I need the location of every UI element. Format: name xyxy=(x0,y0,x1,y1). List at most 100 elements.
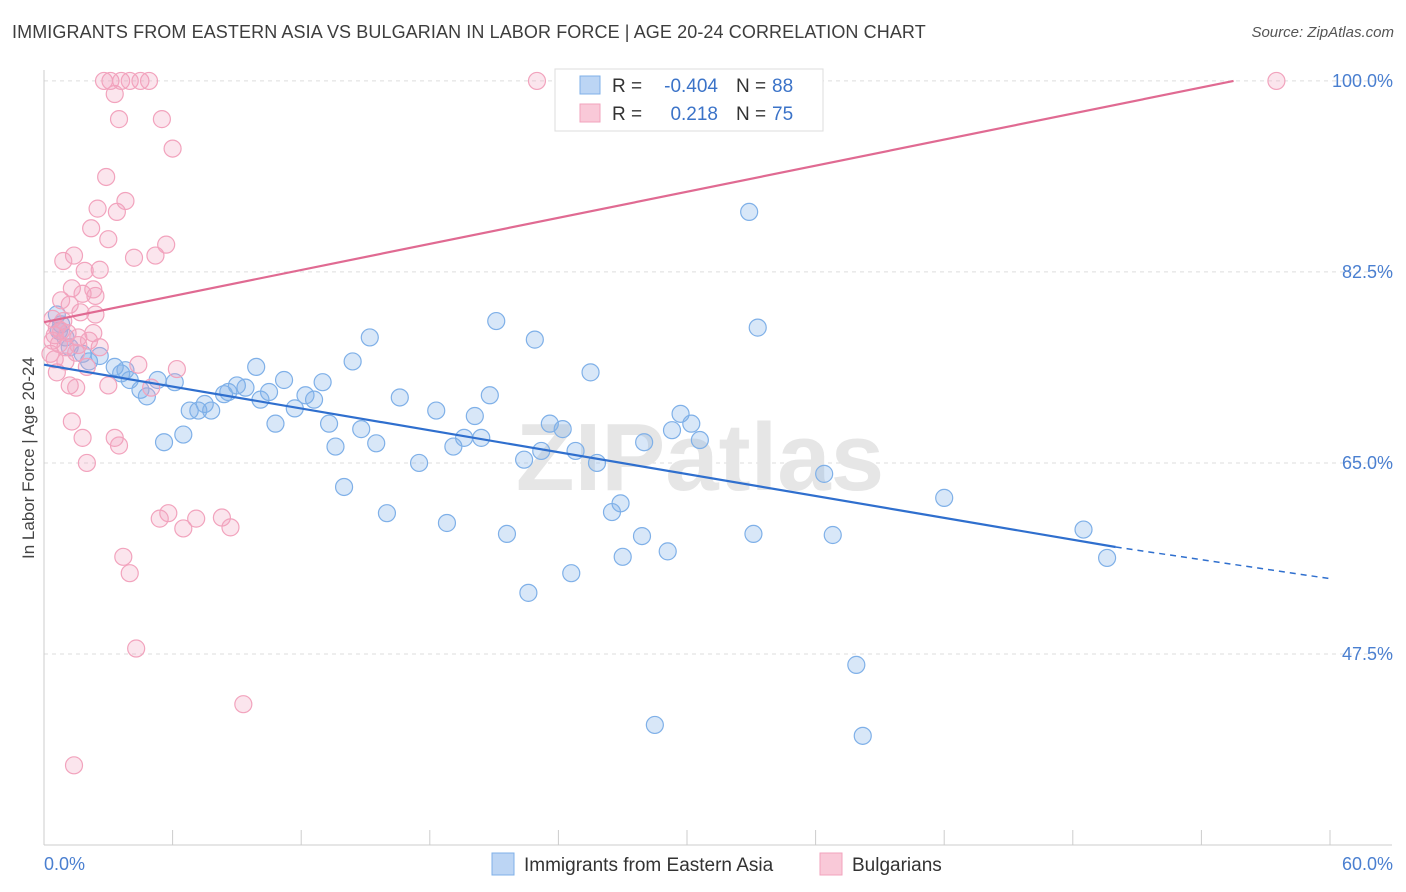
point-blue-29 xyxy=(266,414,285,433)
point-pink-19 xyxy=(86,286,105,306)
y-tick-label-2: 65.0% xyxy=(1342,453,1393,473)
point-pink-63 xyxy=(64,756,84,775)
point-pink-73 xyxy=(84,280,103,299)
point-blue-17 xyxy=(174,425,193,444)
point-blue-37 xyxy=(334,477,354,497)
legend-r-value-1: -0.404 xyxy=(664,76,718,97)
point-pink-48 xyxy=(90,338,109,357)
point-blue-43 xyxy=(390,388,409,407)
point-pink-67 xyxy=(79,331,99,350)
trend-line-blue-extension xyxy=(1115,546,1331,580)
point-pink-70 xyxy=(129,355,148,374)
point-blue-85 xyxy=(645,715,664,735)
point-blue-21 xyxy=(202,401,221,420)
grid-lines xyxy=(44,80,1392,655)
point-pink-41 xyxy=(56,352,75,371)
point-pink-34 xyxy=(157,235,176,254)
bottom-legend-swatch-blue xyxy=(491,852,515,876)
point-pink-74 xyxy=(107,202,126,222)
point-pink-31 xyxy=(139,71,159,91)
point-blue-15 xyxy=(154,433,174,452)
point-pink-65 xyxy=(1267,71,1286,91)
point-blue-79 xyxy=(847,655,866,674)
point-pink-7 xyxy=(58,323,77,343)
point-pink-25 xyxy=(109,110,129,129)
point-blue-49 xyxy=(465,406,484,426)
point-blue-52 xyxy=(487,311,506,331)
y-tick-labels: 100.0% 82.5% 65.0% 47.5% xyxy=(1332,71,1393,664)
point-pink-68 xyxy=(54,251,73,271)
point-blue-74 xyxy=(740,202,759,222)
point-blue-28 xyxy=(259,382,279,402)
point-pink-69 xyxy=(97,167,116,187)
trend-line-blue xyxy=(43,363,1116,549)
y-tick-label-0: 100.0% xyxy=(1332,71,1393,91)
point-blue-32 xyxy=(296,386,315,405)
point-pink-64 xyxy=(527,71,547,91)
point-pink-45 xyxy=(73,428,92,447)
chart-title: IMMIGRANTS FROM EASTERN ASIA VS BULGARIA… xyxy=(12,22,926,42)
point-blue-20 xyxy=(195,394,214,414)
point-pink-36 xyxy=(167,359,186,379)
point-pink-29 xyxy=(124,248,144,267)
point-blue-26 xyxy=(247,357,266,377)
point-blue-77 xyxy=(815,464,834,483)
point-pink-44 xyxy=(67,378,86,397)
point-blue-45 xyxy=(427,401,446,420)
point-blue-67 xyxy=(635,433,654,452)
point-pink-12 xyxy=(69,328,88,347)
point-pink-43 xyxy=(62,412,81,431)
point-pink-61 xyxy=(221,518,240,537)
point-blue-55 xyxy=(519,583,538,602)
point-pink-54 xyxy=(127,639,146,658)
point-blue-30 xyxy=(274,370,294,390)
point-blue-62 xyxy=(581,363,600,382)
bottom-legend-swatch-pink xyxy=(819,852,843,876)
point-blue-86 xyxy=(602,502,622,522)
point-blue-81 xyxy=(935,488,954,507)
point-pink-28 xyxy=(120,71,139,91)
point-pink-58 xyxy=(174,519,193,538)
point-pink-66 xyxy=(99,230,118,249)
point-pink-13 xyxy=(71,303,90,322)
point-pink-47 xyxy=(86,305,105,324)
point-pink-49 xyxy=(99,376,118,395)
bottom-legend-label-pink: Bulgarians xyxy=(852,855,942,876)
trend-lines xyxy=(43,79,1331,580)
point-blue-19 xyxy=(189,401,208,420)
point-blue-38 xyxy=(343,352,362,371)
point-blue-75 xyxy=(744,524,763,544)
trend-line-pink xyxy=(43,79,1234,324)
point-pink-71 xyxy=(69,335,88,355)
point-blue-59 xyxy=(553,420,572,439)
point-pink-53 xyxy=(120,564,139,583)
legend-r-label-1: R = xyxy=(612,76,642,97)
point-blue-78 xyxy=(823,525,842,545)
point-pink-10 xyxy=(64,246,84,265)
legend-r-value-2: 0.218 xyxy=(670,104,718,125)
point-blue-56 xyxy=(525,330,544,349)
point-blue-80 xyxy=(853,726,872,745)
point-blue-33 xyxy=(304,390,324,409)
point-pink-46 xyxy=(77,453,96,473)
point-blue-36 xyxy=(326,437,345,456)
point-blue-44 xyxy=(409,453,429,473)
point-blue-60 xyxy=(562,564,581,583)
x-tick-label-0: 0.0% xyxy=(44,854,85,874)
y-axis-label: In Labor Force | Age 20-24 xyxy=(19,357,38,559)
legend-n-value-1: 88 xyxy=(772,76,793,97)
point-blue-39 xyxy=(352,420,371,439)
point-pink-51 xyxy=(109,436,129,455)
point-blue-54 xyxy=(515,450,534,469)
point-blue-46 xyxy=(437,513,457,533)
bottom-legend-label-blue: Immigrants from Eastern Asia xyxy=(524,855,774,876)
point-blue-13 xyxy=(137,387,156,406)
bottom-legend: Immigrants from Eastern Asia Bulgarians xyxy=(491,852,942,876)
point-blue-76 xyxy=(748,318,767,337)
axes xyxy=(43,70,1392,846)
point-pink-40 xyxy=(52,291,71,310)
point-pink-15 xyxy=(75,261,94,280)
point-pink-59 xyxy=(187,509,206,528)
point-blue-71 xyxy=(690,430,709,450)
y-tick-label-1: 82.5% xyxy=(1342,262,1393,282)
